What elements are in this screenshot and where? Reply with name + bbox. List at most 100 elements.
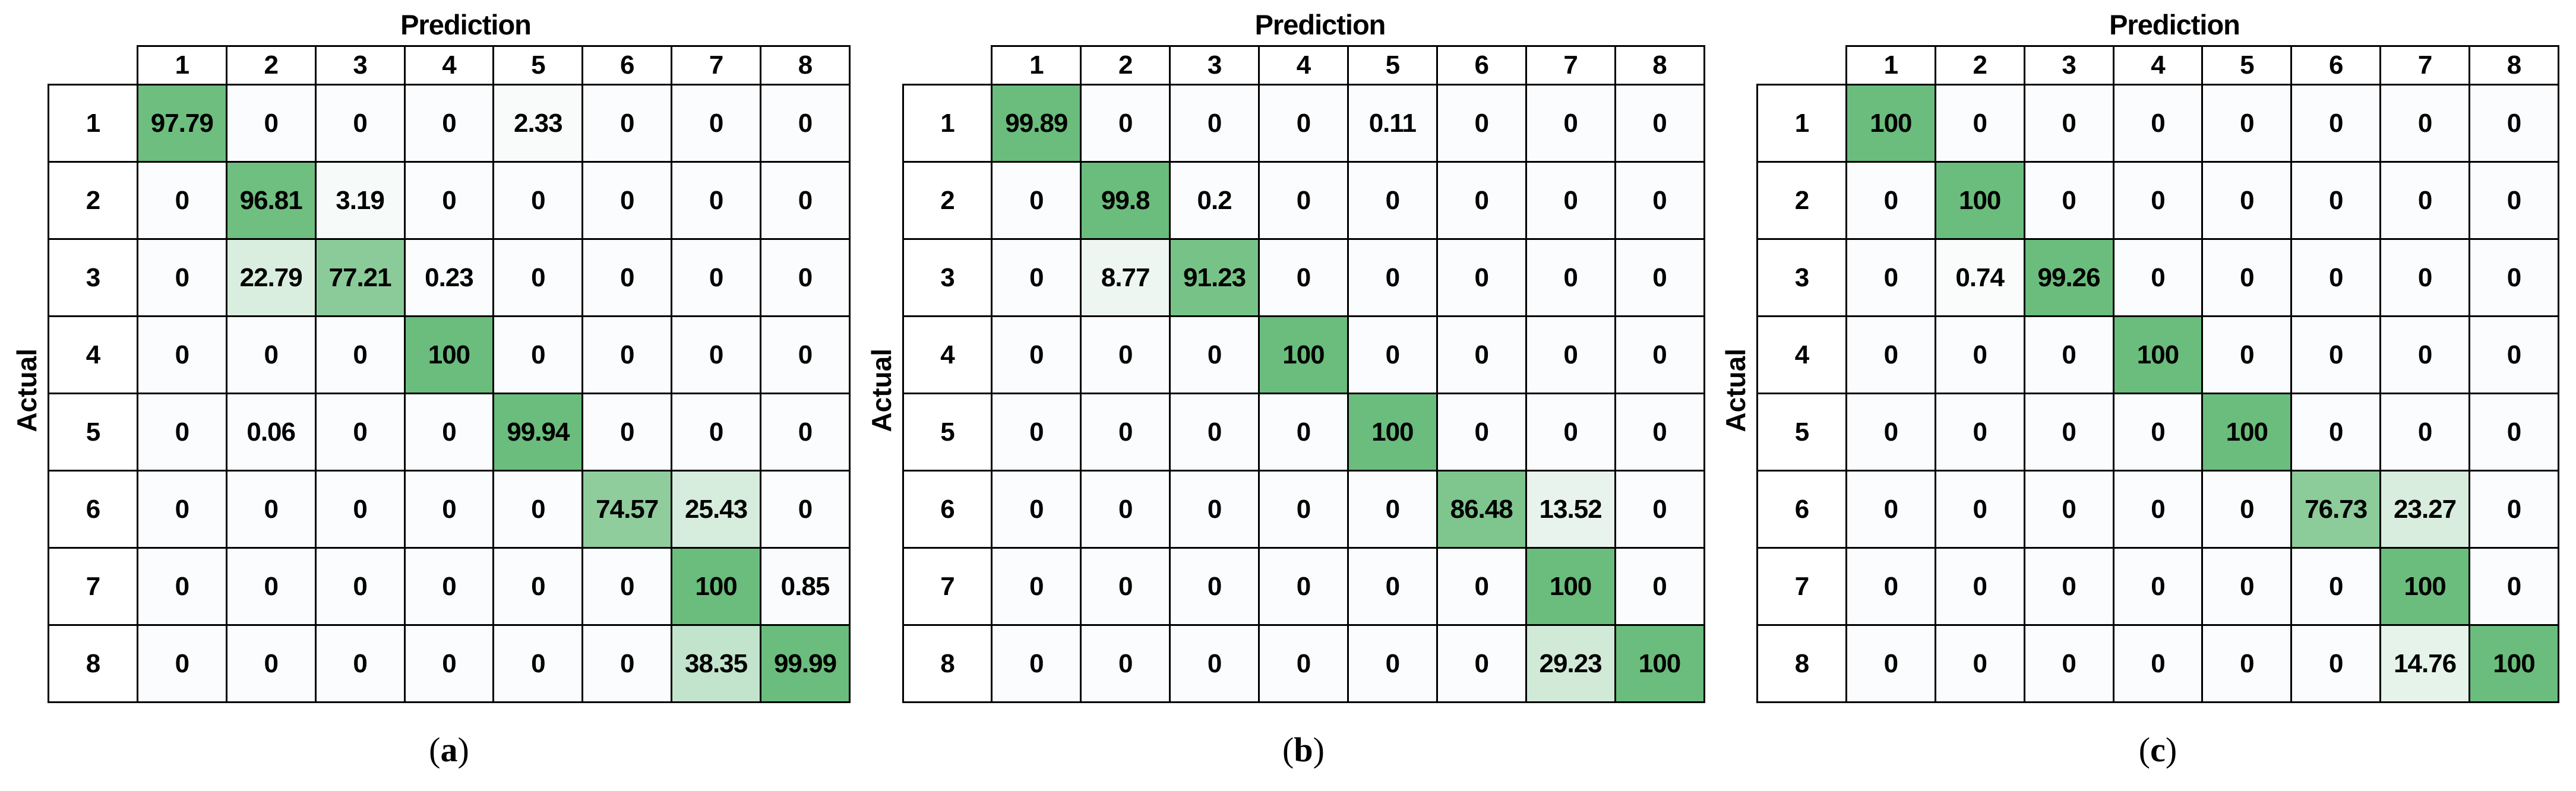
matrix-cell-r7-c6: 0 [2290, 547, 2382, 626]
row-header-8: 8 [48, 624, 138, 703]
matrix-cell-r8-c2: 0 [225, 624, 317, 703]
matrix-cell-r4-c7: 0 [671, 315, 761, 394]
matrix-cell-r3-c8: 0 [2468, 238, 2559, 317]
matrix-cell-r3-c8: 0 [1614, 238, 1705, 317]
subfigure-caption-c: (c) [1756, 725, 2559, 770]
matrix-cell-r8-c5: 0 [2201, 624, 2293, 703]
matrix-cell-r5-c2: 0 [1080, 393, 1171, 472]
matrix-cell-r6-c3: 0 [314, 470, 406, 549]
matrix-cell-r7-c1: 0 [991, 547, 1082, 626]
col-header-6: 6 [1436, 45, 1527, 86]
row-header-4: 4 [1756, 315, 1847, 394]
matrix-cell-r1-c1: 99.89 [991, 84, 1082, 163]
row-header-3: 3 [902, 238, 993, 317]
col-header-1: 1 [1845, 45, 1936, 86]
matrix-cell-r2-c5: 0 [1347, 161, 1438, 240]
matrix-cell-r2-c2: 96.81 [225, 161, 317, 240]
matrix-cell-r2-c6: 0 [2290, 161, 2382, 240]
matrix-cell-r7-c8: 0.85 [760, 547, 851, 626]
matrix-cell-r6-c7: 23.27 [2379, 470, 2470, 549]
matrix-cell-r3-c8: 0 [760, 238, 851, 317]
matrix-cell-r8-c2: 0 [1080, 624, 1171, 703]
row-header-3: 3 [48, 238, 138, 317]
matrix-cell-r3-c2: 0.74 [1934, 238, 2025, 317]
matrix-row-3: 3 0 8.77 91.23 0 0 0 0 0 [902, 238, 1705, 317]
matrix-cell-r5-c4: 0 [1258, 393, 1349, 472]
matrix-row-5: 5 0 0.06 0 0 99.94 0 0 0 [48, 393, 851, 472]
col-header-4: 4 [1258, 45, 1349, 86]
matrix-cell-r4-c5: 0 [492, 315, 584, 394]
matrix-row-8: 8 0 0 0 0 0 0 38.35 99.99 [48, 624, 851, 703]
matrix-cell-r2-c7: 0 [2379, 161, 2470, 240]
matrix-cell-r3-c3: 91.23 [1169, 238, 1260, 317]
matrix-cell-r7-c3: 0 [1169, 547, 1260, 626]
confusion-matrix-panel-b: Prediction Actual 1 2 3 4 5 6 7 8 1 99.89 0 0 0 0.11 0… [865, 8, 1705, 791]
caption-open-paren: ( [2138, 730, 2151, 769]
matrix-cell-r8-c1: 0 [1845, 624, 1936, 703]
caption-close-paren: ) [1313, 730, 1325, 769]
matrix-cell-r1-c5: 0.11 [1347, 84, 1438, 163]
row-header-8: 8 [1756, 624, 1847, 703]
matrix-cell-r4-c8: 0 [760, 315, 851, 394]
confusion-matrix-table-b: 1 2 3 4 5 6 7 8 1 99.89 0 0 0 0.11 0 0 0 2 0 99.8 0.2 0 0 0 0 0 3 0… [902, 45, 1705, 703]
matrix-cell-r4-c2: 0 [1080, 315, 1171, 394]
matrix-cell-r3-c1: 0 [1845, 238, 1936, 317]
col-header-7: 7 [1525, 45, 1616, 86]
matrix-cell-r8-c8: 99.99 [760, 624, 851, 703]
actual-axis-label-wrap: Actual [1720, 349, 1752, 435]
confusion-matrix-panel-c: Prediction Actual 1 2 3 4 5 6 7 8 1 100 0 0 0 0 0 0 0 2 0 1… [1720, 8, 2559, 791]
matrix-cell-r6-c3: 0 [2023, 470, 2114, 549]
row-header-5: 5 [1756, 393, 1847, 472]
matrix-cell-r5-c7: 0 [2379, 393, 2470, 472]
matrix-cell-r8-c7: 38.35 [671, 624, 761, 703]
col-header-1: 1 [136, 45, 227, 86]
caption-close-paren: ) [2165, 730, 2177, 769]
col-header-8: 8 [1614, 45, 1705, 86]
matrix-cell-r7-c8: 0 [1614, 547, 1705, 626]
caption-open-paren: ( [1282, 730, 1294, 769]
matrix-cell-r6-c8: 0 [760, 470, 851, 549]
matrix-cell-r2-c6: 0 [581, 161, 673, 240]
matrix-cell-r8-c4: 0 [1258, 624, 1349, 703]
confusion-matrix-panel-a: Prediction Actual 1 2 3 4 5 6 7 8 1 97.79 0 0 0 2.33 0… [11, 8, 851, 791]
actual-axis-label-wrap: Actual [865, 349, 897, 435]
matrix-cell-r7-c2: 0 [1080, 547, 1171, 626]
matrix-cell-r6-c1: 0 [136, 470, 227, 549]
matrix-cell-r1-c3: 0 [1169, 84, 1260, 163]
matrix-cell-r4-c4: 100 [1258, 315, 1349, 394]
matrix-cell-r2-c2: 99.8 [1080, 161, 1171, 240]
matrix-row-8: 8 0 0 0 0 0 0 29.23 100 [902, 624, 1705, 703]
matrix-cell-r8-c4: 0 [2112, 624, 2204, 703]
matrix-cell-r3-c4: 0.23 [403, 238, 495, 317]
matrix-cell-r6-c5: 0 [2201, 470, 2293, 549]
matrix-cell-r5-c3: 0 [1169, 393, 1260, 472]
matrix-cell-r6-c2: 0 [1080, 470, 1171, 549]
matrix-cell-r1-c7: 0 [671, 84, 761, 163]
matrix-cell-r5-c7: 0 [1525, 393, 1616, 472]
matrix-cell-r1-c8: 0 [2468, 84, 2559, 163]
matrix-cell-r8-c5: 0 [1347, 624, 1438, 703]
matrix-cell-r3-c3: 77.21 [314, 238, 406, 317]
matrix-cell-r3-c4: 0 [2112, 238, 2204, 317]
matrix-row-2: 2 0 100 0 0 0 0 0 0 [1756, 161, 2559, 240]
matrix-cell-r2-c1: 0 [1845, 161, 1936, 240]
matrix-cell-r4-c3: 0 [314, 315, 406, 394]
matrix-row-1: 1 100 0 0 0 0 0 0 0 [1756, 84, 2559, 163]
corner-cell [48, 46, 138, 85]
confusion-matrix-table-a: 1 2 3 4 5 6 7 8 1 97.79 0 0 0 2.33 0 0 0 2 0 96.81 3.19 0 0 0 0 0… [48, 45, 851, 703]
matrix-cell-r7-c3: 0 [2023, 547, 2114, 626]
matrix-cell-r3-c1: 0 [991, 238, 1082, 317]
matrix-cell-r5-c7: 0 [671, 393, 761, 472]
matrix-row-1: 1 97.79 0 0 0 2.33 0 0 0 [48, 84, 851, 163]
matrix-cell-r7-c2: 0 [1934, 547, 2025, 626]
matrix-cell-r2-c5: 0 [2201, 161, 2293, 240]
matrix-row-4: 4 0 0 0 100 0 0 0 0 [48, 315, 851, 394]
matrix-cell-r8-c3: 0 [1169, 624, 1260, 703]
row-header-1: 1 [48, 84, 138, 163]
matrix-cell-r3-c6: 0 [581, 238, 673, 317]
matrix-cell-r7-c2: 0 [225, 547, 317, 626]
matrix-cell-r3-c2: 22.79 [225, 238, 317, 317]
matrix-cell-r8-c3: 0 [314, 624, 406, 703]
matrix-row-5: 5 0 0 0 0 100 0 0 0 [902, 393, 1705, 472]
